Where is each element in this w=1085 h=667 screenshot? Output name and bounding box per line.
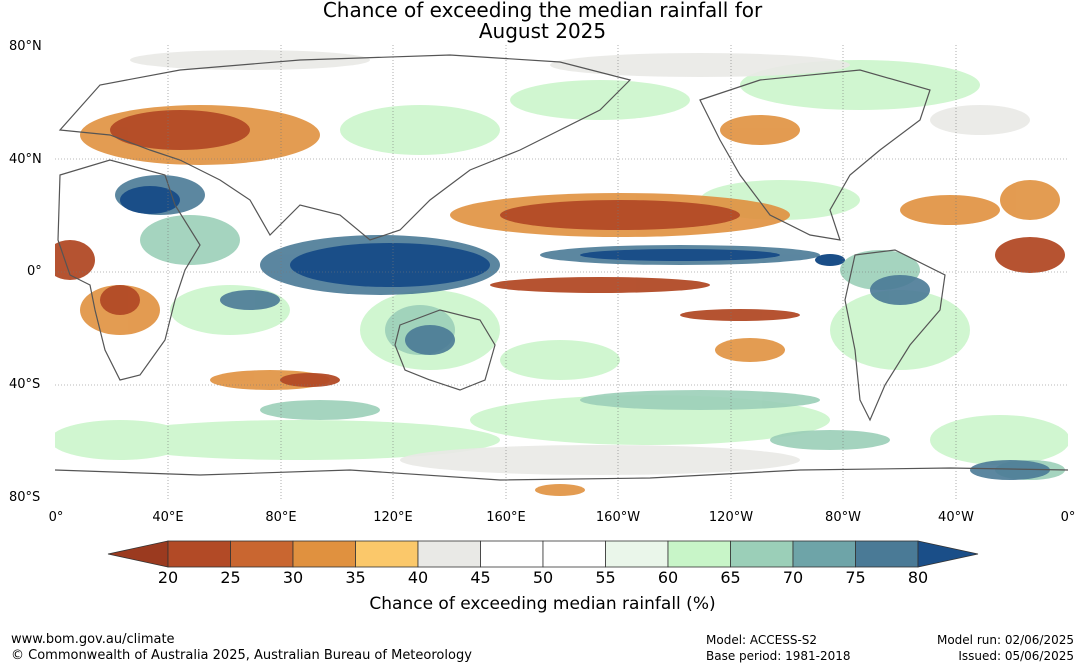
lon-label-0-left: 0° xyxy=(48,510,64,525)
lon-label-120e: 120°E xyxy=(373,510,413,525)
colorbar-tick-label: 45 xyxy=(470,568,491,587)
colorbar-tick-label: 75 xyxy=(845,568,866,587)
colorbar-segment xyxy=(480,540,544,568)
anomaly-20-30 xyxy=(55,110,1065,387)
colorbar-tick-label: 65 xyxy=(720,568,741,587)
lon-label-160w: 160°W xyxy=(595,510,641,525)
website-text: www.bom.gov.au/climate xyxy=(11,632,175,647)
colorbar-tick-label: 50 xyxy=(532,568,554,587)
lon-label-0-right: 0° xyxy=(1060,510,1076,525)
colorbar-tick-label: 30 xyxy=(282,568,304,587)
map-title-line1: Chance of exceeding the median rainfall … xyxy=(322,0,763,22)
colorbar-tick-label: 35 xyxy=(345,568,366,587)
colorbar-segment xyxy=(730,540,794,568)
colorbar-segment xyxy=(417,540,481,568)
graticule xyxy=(55,45,1068,500)
colorbar-tick-label: 40 xyxy=(407,568,429,587)
copyright-text: © Commonwealth of Australia 2025, Austra… xyxy=(11,648,472,663)
colorbar-title: Chance of exceeding median rainfall (%) xyxy=(369,594,716,614)
colorbar-segment xyxy=(605,540,669,568)
colorbar-tick-label: 55 xyxy=(595,568,616,587)
lat-label-40n: 40°N xyxy=(9,152,42,167)
lat-label-0: 0° xyxy=(27,264,42,279)
lat-label-80n: 80°N xyxy=(9,39,42,54)
colorbar-segment xyxy=(792,540,856,568)
lat-label-80s: 80°S xyxy=(9,490,41,505)
coastlines xyxy=(55,54,1068,481)
colorbar-tick-label: 25 xyxy=(220,568,241,587)
colorbar-tick-label: 20 xyxy=(157,568,179,587)
lat-label-40s: 40°S xyxy=(9,377,41,392)
colorbar-segment xyxy=(292,540,356,568)
colorbar-extend-high xyxy=(917,540,979,568)
colorbar-tick-label: 70 xyxy=(782,568,804,587)
colorbar-segment xyxy=(542,540,606,568)
model-run-text: Model run: 02/06/2025 xyxy=(936,633,1074,647)
anomaly-40-45 xyxy=(130,50,1030,475)
map-title-line2: August 2025 xyxy=(478,19,607,43)
lon-label-40w: 40°W xyxy=(938,510,974,525)
colorbar-segment xyxy=(167,540,231,568)
colorbar-extend-low xyxy=(107,540,169,568)
model-text: Model: ACCESS-S2 xyxy=(706,633,818,647)
base-period-text: Base period: 1981-2018 xyxy=(706,649,851,663)
anomaly-above-80 xyxy=(120,186,845,287)
lon-label-120w: 120°W xyxy=(708,510,754,525)
issued-text: Issued: 05/06/2025 xyxy=(958,649,1074,663)
lon-label-80e: 80°E xyxy=(265,510,297,525)
colorbar-segment xyxy=(355,540,419,568)
lon-label-40e: 40°E xyxy=(152,510,184,525)
lon-label-80w: 80°W xyxy=(825,510,861,525)
colorbar-tick-label: 80 xyxy=(907,568,929,587)
colorbar-tick-label: 60 xyxy=(657,568,679,587)
lon-label-160e: 160°E xyxy=(486,510,526,525)
colorbar-segment xyxy=(855,540,919,568)
colorbar-segment xyxy=(230,540,294,568)
colorbar-segment xyxy=(667,540,731,568)
anomaly-65-75 xyxy=(140,215,1065,480)
